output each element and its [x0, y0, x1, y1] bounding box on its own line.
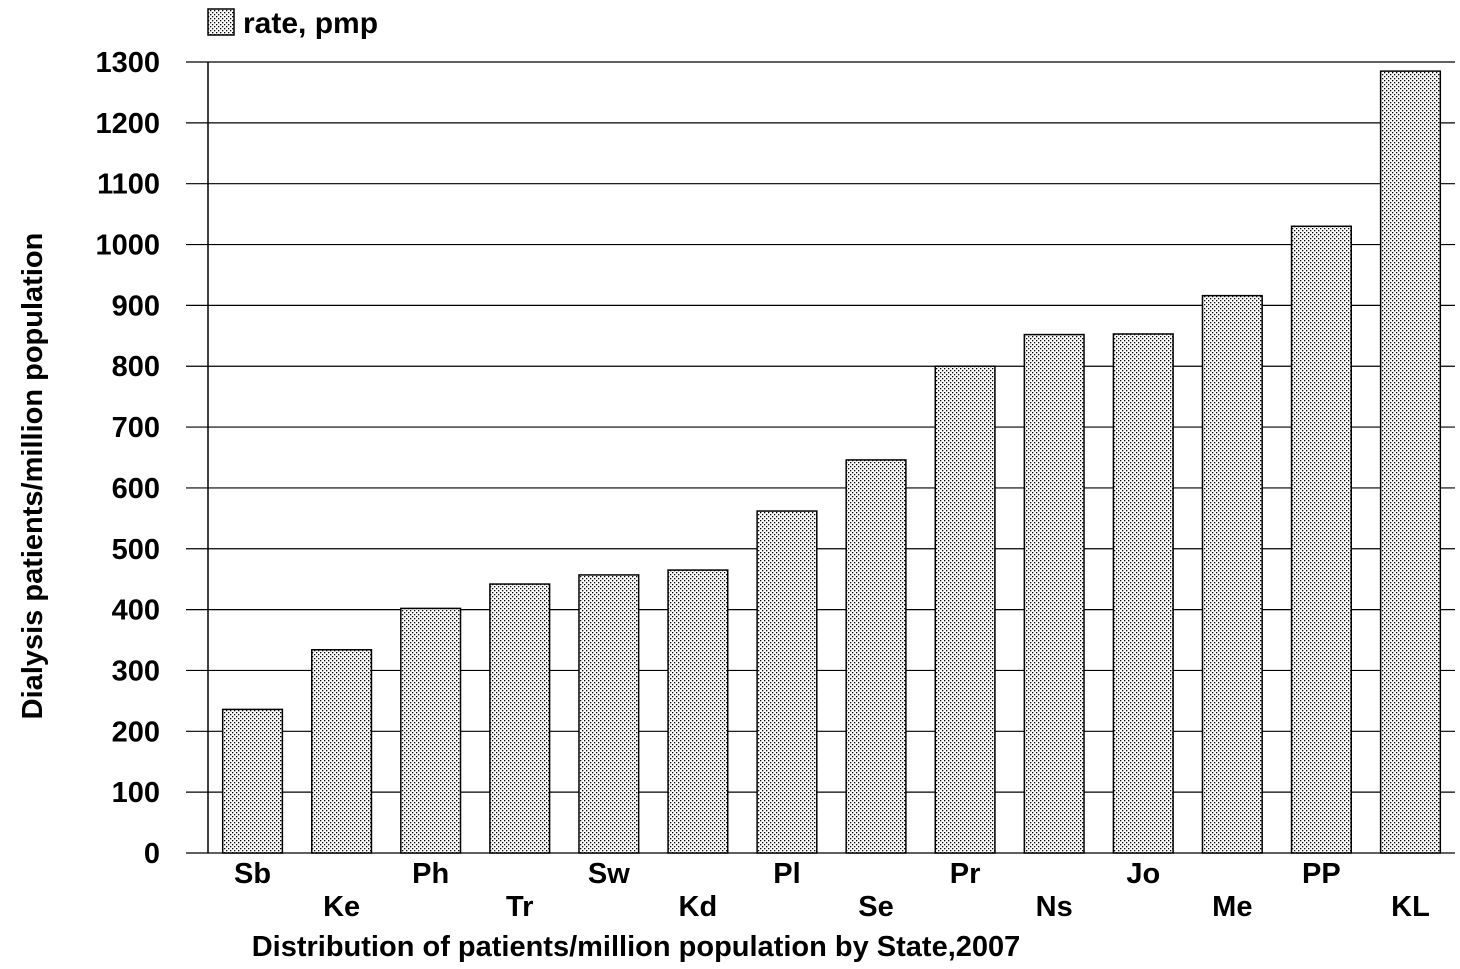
- x-tick-label: Ke: [323, 891, 360, 923]
- bar: [489, 583, 551, 854]
- bar: [311, 649, 373, 854]
- y-tick-label: 0: [144, 838, 160, 870]
- x-tick-label: PP: [1302, 858, 1341, 890]
- x-tick-label: Pl: [773, 858, 800, 890]
- bar: [667, 569, 729, 854]
- x-tick-label: Tr: [506, 891, 533, 923]
- x-tick-labels: Sb Ke Ph Tr Sw Kd Pl Se Pr Ns Jo Me PP KL: [234, 858, 1430, 923]
- gridlines: [186, 61, 1455, 854]
- bar: [1201, 294, 1263, 854]
- bar: [845, 459, 907, 854]
- y-tick-label: 1000: [95, 230, 160, 262]
- x-tick-label: Ph: [412, 858, 449, 890]
- x-tick-label: KL: [1391, 891, 1430, 923]
- bar: [1023, 333, 1085, 854]
- x-tick-label: Pr: [950, 858, 981, 890]
- x-tick-label: Sb: [234, 858, 271, 890]
- y-tick-labels: 0 100 200 300 400 500 600 700 800 900 1000 1100 1200…: [95, 47, 160, 870]
- y-tick-label: 1100: [97, 169, 160, 201]
- y-tick-label: 1200: [95, 108, 160, 140]
- y-tick-label: 500: [112, 534, 160, 566]
- x-axis-title: Distribution of patients/million populat…: [252, 931, 1021, 963]
- x-tick-label: Me: [1212, 891, 1252, 923]
- y-tick-label: 100: [112, 777, 160, 809]
- bar: [1290, 225, 1352, 854]
- legend-swatch: [207, 8, 235, 36]
- y-tick-label: 700: [112, 412, 160, 444]
- y-tick-label: 300: [112, 655, 160, 687]
- y-axis-title: Dialysis patients/million population: [17, 233, 49, 720]
- bar: [578, 574, 640, 854]
- bar: [221, 708, 284, 854]
- legend: rate, pmp: [207, 7, 378, 40]
- y-tick-label: 200: [112, 716, 160, 748]
- x-tick-label: Sw: [588, 858, 630, 890]
- y-tick-label: 900: [112, 290, 160, 322]
- bar: [400, 607, 462, 854]
- x-tick-label: Ns: [1036, 891, 1073, 923]
- bar: [756, 510, 818, 854]
- bar: [1379, 70, 1442, 854]
- y-tick-label: 800: [112, 351, 160, 383]
- bars: [221, 70, 1442, 854]
- y-tick-label: 1300: [95, 47, 160, 79]
- x-tick-label: Se: [858, 891, 893, 923]
- x-tick-label: Jo: [1126, 858, 1160, 890]
- bar: [934, 365, 996, 854]
- y-tick-label: 600: [112, 473, 160, 505]
- y-tick-label: 400: [112, 595, 160, 627]
- x-tick-label: Kd: [679, 891, 718, 923]
- bar: [1112, 333, 1174, 854]
- legend-label: rate, pmp: [243, 7, 378, 40]
